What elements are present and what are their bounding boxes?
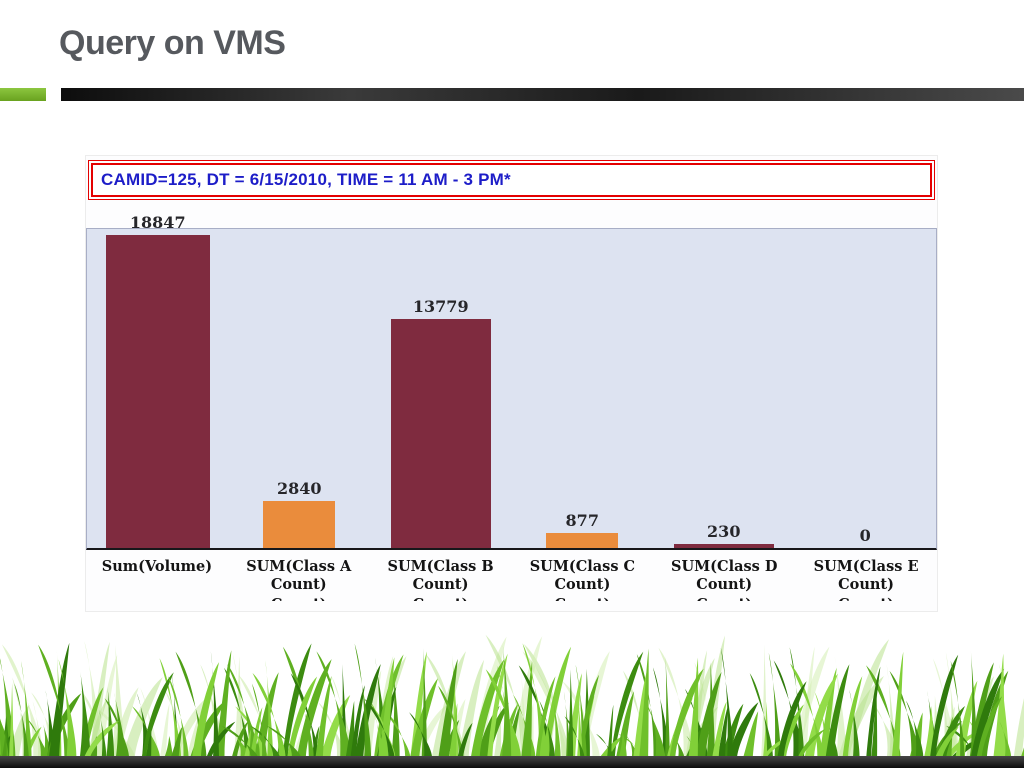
x-axis-labels: Sum(Volume)SUM(Class A Count)Count)SUM(C… — [86, 553, 937, 601]
category-label-cropped: Count) — [511, 596, 653, 601]
bar-slot: 2840 — [229, 229, 371, 548]
bar-value-label: 877 — [565, 511, 599, 531]
bottom-edge-strip — [0, 756, 1024, 768]
bar-value-label: 2840 — [276, 478, 322, 498]
bar-value-label: 18847 — [129, 212, 186, 232]
green-accent-square — [0, 88, 46, 101]
category-label: SUM(Class C Count) — [529, 558, 636, 594]
bar — [546, 533, 619, 548]
bar-slot: 230 — [653, 229, 795, 548]
category-label-cell: SUM(Class E Count) Count) — [795, 553, 937, 601]
bar — [105, 234, 210, 548]
bar — [673, 544, 774, 548]
bar-value-label: 13779 — [412, 297, 469, 317]
bar-slot: 0 — [795, 229, 937, 548]
category-label-cell: SUM(Class A Count) Count) — [228, 553, 370, 601]
header-divider-bar — [61, 88, 1024, 101]
bar-value-label: 230 — [707, 522, 741, 542]
category-label-cell: SUM(Class B Count) Count) — [370, 553, 512, 601]
bar — [390, 319, 491, 548]
category-label: SUM(Class A Count) — [246, 558, 352, 594]
category-label: Sum(Volume) — [101, 558, 213, 575]
bar-slot: 18847 — [87, 213, 229, 548]
category-label-cropped: Count) — [228, 596, 370, 601]
grass-decoration — [0, 634, 1024, 759]
category-label-cell: Sum(Volume) — [86, 553, 228, 601]
bar-slot: 13779 — [370, 229, 512, 548]
plot-area: 18847 2840 13779 877 230 0 — [86, 213, 937, 550]
category-label-cropped: Count) — [370, 596, 512, 601]
category-label: SUM(Class D Count) — [671, 558, 778, 594]
bar — [263, 500, 336, 548]
category-label-cropped: Count) — [795, 596, 937, 601]
category-label-cell: SUM(Class C Count) Count) — [511, 553, 653, 601]
category-label: SUM(Class E Count) — [813, 558, 919, 594]
query-banner-text: CAMID=125, DT = 6/15/2010, TIME = 11 AM … — [101, 170, 511, 189]
page-title: Query on VMS — [59, 24, 286, 62]
query-banner: CAMID=125, DT = 6/15/2010, TIME = 11 AM … — [88, 160, 935, 200]
category-label: SUM(Class B Count) — [387, 558, 494, 594]
chart-panel: CAMID=125, DT = 6/15/2010, TIME = 11 AM … — [85, 155, 938, 612]
category-label-cell: SUM(Class D Count) Count) — [653, 553, 795, 601]
bar-value-label: 0 — [859, 526, 871, 545]
bar-slot: 877 — [512, 229, 654, 548]
category-label-cropped: Count) — [653, 596, 795, 601]
